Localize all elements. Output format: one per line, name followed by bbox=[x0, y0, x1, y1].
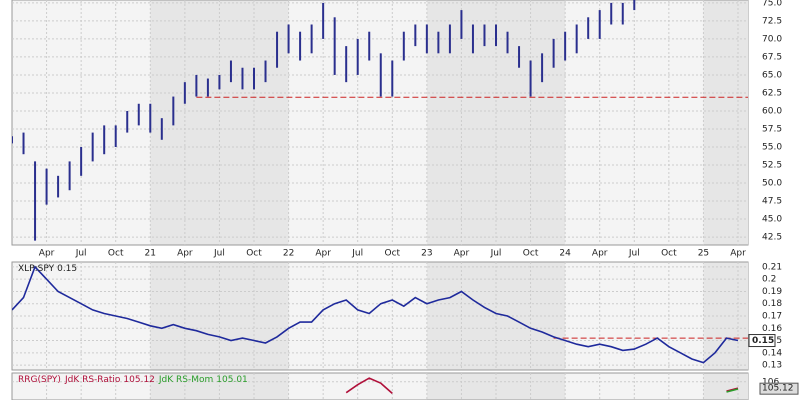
panel-bg bbox=[11, 372, 749, 400]
x-tick-label: Oct bbox=[108, 249, 124, 259]
line bbox=[726, 388, 739, 393]
x-tick-label: Apr bbox=[592, 249, 608, 259]
y-tick-label: 75.0 bbox=[762, 0, 782, 8]
x-tick-label: Jul bbox=[351, 249, 363, 259]
y-tick-label: 0.16 bbox=[762, 324, 782, 334]
panel-bg bbox=[11, 0, 749, 246]
x-tick-label: 23 bbox=[421, 249, 432, 259]
x-tick-label: Jul bbox=[213, 249, 225, 259]
y-tick-label: 52.5 bbox=[762, 161, 782, 171]
x-tick-label: Oct bbox=[523, 249, 539, 259]
value-box bbox=[748, 334, 776, 348]
y-tick-label: 0.13 bbox=[762, 361, 782, 371]
x-tick-label: Apr bbox=[454, 249, 470, 259]
y-tick-label: 47.5 bbox=[762, 197, 782, 207]
legend-name: JdK RS-Mom bbox=[158, 375, 213, 385]
y-tick-label: 0.17 bbox=[762, 312, 782, 322]
y-tick-label: 72.5 bbox=[762, 16, 782, 26]
y-tick-label: 45.0 bbox=[762, 215, 782, 225]
x-tick-label: Oct bbox=[246, 249, 262, 259]
y-tick-label: 0.2 bbox=[762, 275, 776, 285]
year-band bbox=[703, 373, 748, 400]
title: RRG(SPY) bbox=[18, 375, 61, 385]
x-tick-label: Jul bbox=[75, 249, 87, 259]
y-tick-label: 57.5 bbox=[762, 124, 782, 134]
legend-value: 105.01 bbox=[216, 375, 248, 385]
value-box-label: 105.12 bbox=[762, 384, 794, 394]
y-tick-label: 60.0 bbox=[762, 106, 782, 116]
last-value: 0.15 bbox=[57, 264, 77, 274]
x-tick-label: Jul bbox=[490, 249, 502, 259]
y-tick-label: 42.5 bbox=[762, 233, 782, 243]
x-tick-label: 24 bbox=[559, 249, 571, 259]
y-tick-label: 0.18 bbox=[762, 299, 782, 309]
x-tick-label: Oct bbox=[385, 249, 401, 259]
y-tick-label: 67.5 bbox=[762, 52, 782, 62]
x-tick-label: Apr bbox=[315, 249, 331, 259]
legend-name: JdK RS-Ratio bbox=[64, 375, 121, 385]
y-tick-label: 65.0 bbox=[762, 70, 782, 80]
x-tick-label: 25 bbox=[698, 249, 709, 259]
y-tick-label: 0.21 bbox=[762, 262, 782, 272]
title: XLP:SPY bbox=[18, 264, 55, 274]
x-tick-label: Apr bbox=[39, 249, 55, 259]
plot bbox=[12, 265, 748, 364]
y-tick-label: 0.14 bbox=[762, 348, 782, 358]
y-tick-label: 0.19 bbox=[762, 287, 782, 297]
x-tick-label: Apr bbox=[730, 249, 746, 259]
y-tick-label: 50.0 bbox=[762, 179, 782, 189]
x-tick-label: Oct bbox=[661, 249, 677, 259]
line bbox=[12, 265, 739, 364]
plot bbox=[12, 0, 748, 241]
x-tick-label: 22 bbox=[283, 249, 294, 259]
y-tick-label: 55.0 bbox=[762, 143, 782, 153]
x-tick-label: Jul bbox=[628, 249, 640, 259]
panel-title: XLP:SPY 0.15 bbox=[18, 264, 77, 274]
value-box-label: 0.15 bbox=[752, 336, 774, 346]
x-tick-label: 21 bbox=[145, 249, 156, 259]
y-tick-label: 106 bbox=[762, 377, 779, 387]
panel-title: RRG(SPY) JdK RS-Ratio 105.12 JdK RS-Mom 105.… bbox=[18, 375, 248, 385]
y-tick-label: 70.0 bbox=[762, 34, 782, 44]
value-box bbox=[759, 382, 799, 395]
x-tick-label: Apr bbox=[177, 249, 193, 259]
plot bbox=[345, 377, 739, 394]
y-tick-label: 62.5 bbox=[762, 88, 782, 98]
legend-value: 105.12 bbox=[123, 375, 155, 385]
year-band bbox=[703, 0, 748, 245]
